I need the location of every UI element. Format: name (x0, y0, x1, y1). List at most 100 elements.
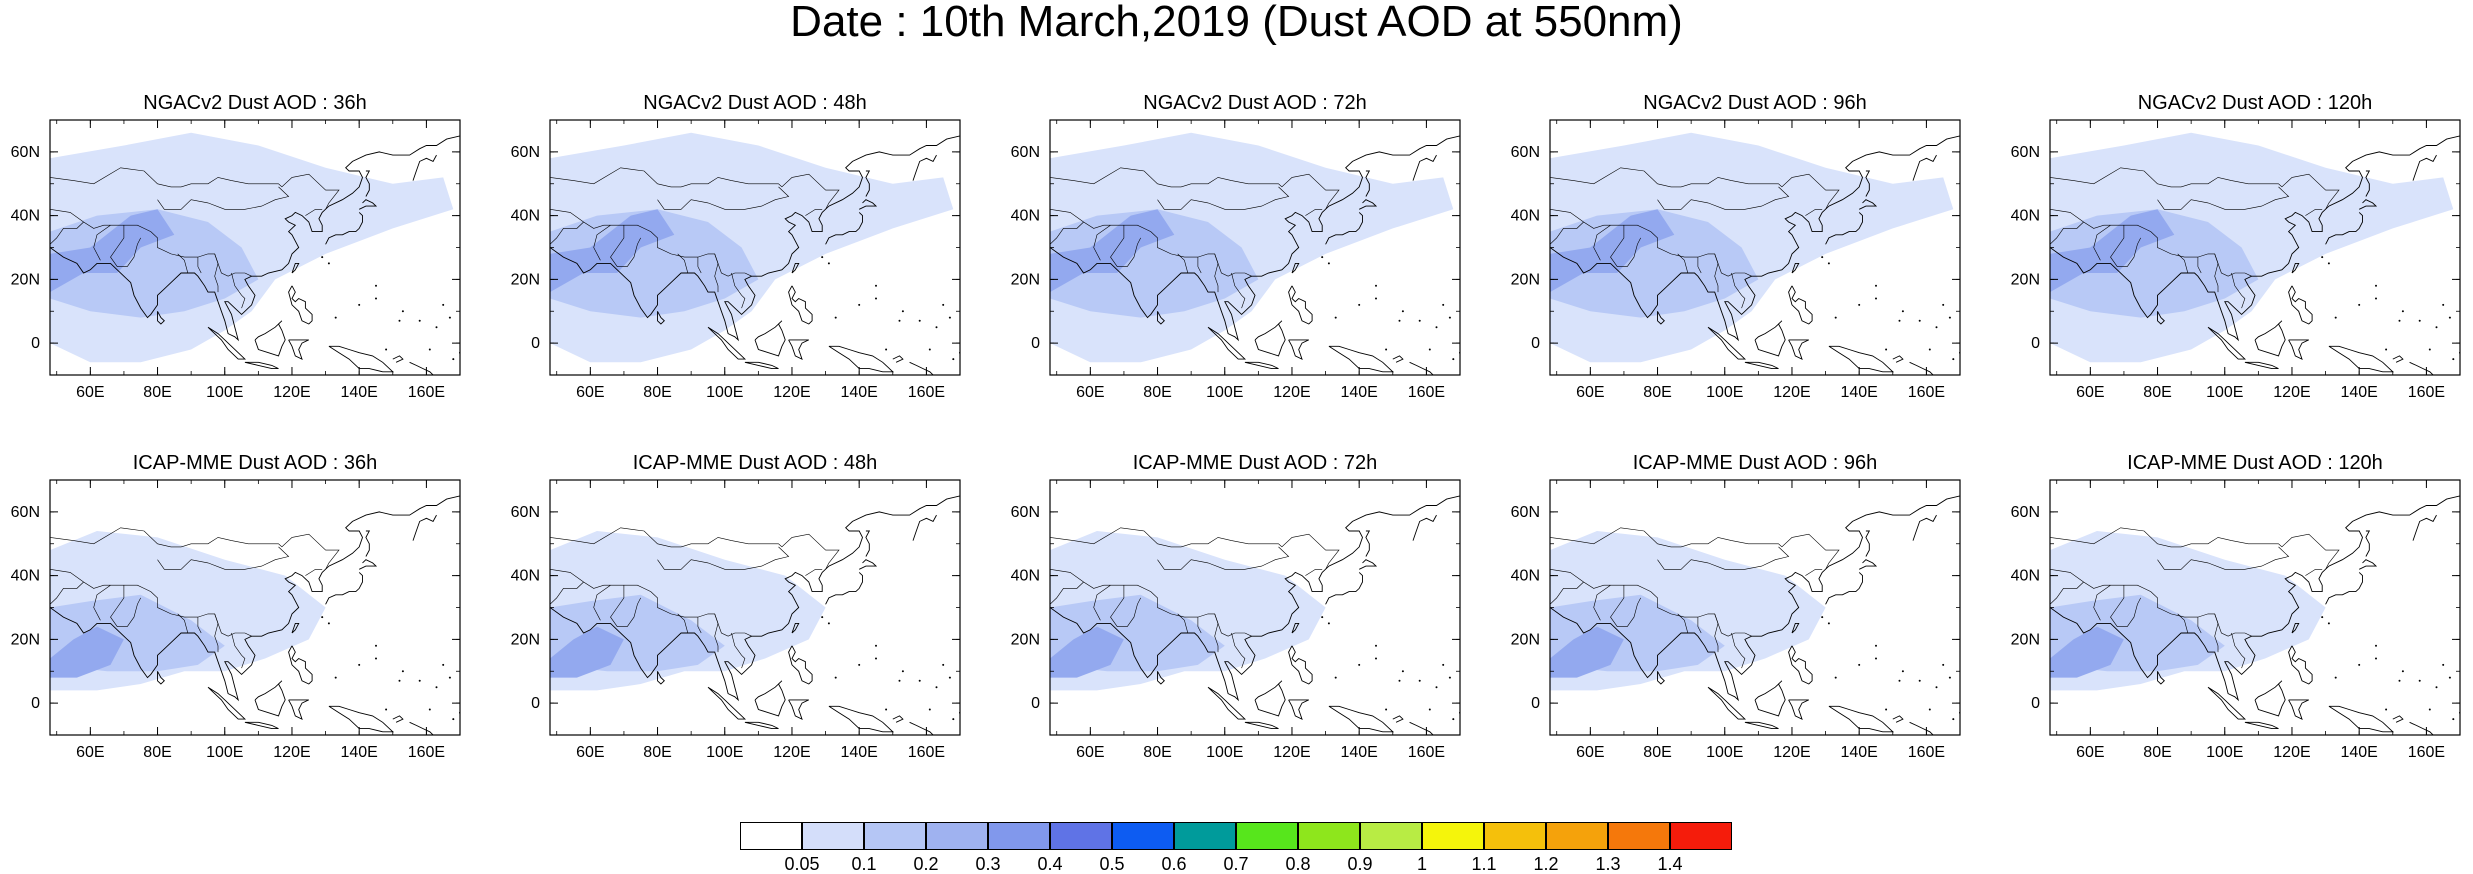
coastline (1892, 715, 1904, 723)
country-border (197, 617, 202, 634)
country-border (1731, 632, 1746, 669)
lon-tick-label: 60E (2076, 384, 2104, 401)
country-border (1805, 569, 1823, 576)
colorbar-swatch (1484, 822, 1546, 850)
country-border (1731, 272, 1746, 309)
country-border (550, 209, 752, 277)
island-dot (1821, 616, 1824, 619)
island-dot (2321, 616, 2324, 619)
island-dot (1952, 358, 1955, 361)
panel-title: ICAP-MME Dust AOD : 120h (2127, 452, 2383, 474)
island-dot (1442, 663, 1445, 666)
colorbar-label: 0.4 (1037, 854, 1063, 874)
coastline (825, 572, 863, 605)
island-dot (1875, 284, 1877, 287)
coastline (1859, 559, 1878, 570)
island-dot (2398, 319, 2401, 322)
panel-title: NGACv2 Dust AOD : 36h (143, 92, 367, 114)
country-border (2177, 253, 2189, 274)
island-dot (375, 297, 377, 300)
country-border (110, 585, 141, 627)
colorbar-swatch (740, 822, 802, 850)
island-dot (375, 644, 377, 647)
island-dot (821, 616, 824, 619)
lon-tick-label: 60E (1076, 384, 1104, 401)
island-dot (948, 316, 951, 319)
island-dot (858, 663, 861, 666)
lon-tick-label: 80E (643, 384, 671, 401)
dust-aod-map: 60E 80E 100E 120E 140E 160E 60N 40N 20N 0 (1511, 119, 1961, 401)
lon-tick-label: 160E (1408, 384, 1445, 401)
coastline (291, 622, 300, 634)
island-dot (1375, 284, 1377, 287)
coastline (2365, 530, 2371, 557)
coastline (1754, 680, 1786, 717)
island-dot (1885, 348, 1888, 351)
island-dot (1385, 348, 1388, 351)
lon-tick-label: 60E (1576, 744, 1604, 761)
country-border (2050, 527, 2340, 570)
island-dot (1466, 699, 1468, 701)
island-dot (2385, 348, 2388, 351)
country-border (93, 224, 111, 261)
lon-tick-label: 100E (1706, 384, 1743, 401)
coastline (657, 311, 665, 325)
island-dot (834, 676, 837, 679)
country-border (2093, 224, 2111, 261)
island-dot (1821, 256, 1824, 259)
island-dot (2466, 699, 2468, 701)
lon-tick-label: 80E (1143, 744, 1171, 761)
lon-tick-label: 100E (2206, 744, 2243, 761)
dust-shading (2050, 209, 2175, 293)
island-dot (1918, 319, 1921, 322)
island-dot (2448, 316, 2451, 319)
dust-aod-map: 60E 80E 100E 120E 140E 160E 60N 40N 20N 0 (11, 119, 461, 401)
country-border (2110, 585, 2141, 627)
island-dot (935, 686, 938, 689)
country-border (731, 632, 746, 669)
lon-tick-label: 80E (2143, 384, 2171, 401)
country-border (1177, 613, 1189, 634)
lon-tick-label: 60E (576, 384, 604, 401)
lat-tick-label: 0 (2031, 335, 2040, 352)
island-dot (442, 663, 445, 666)
island-dot (1401, 670, 1404, 673)
coastline (2412, 154, 2437, 181)
dust-shading (550, 626, 624, 678)
coastline (288, 285, 313, 325)
island-dot (1901, 670, 1904, 673)
island-dot (1448, 676, 1451, 679)
island-dot (327, 622, 330, 625)
coastline (359, 559, 378, 570)
coastline (1365, 530, 1371, 557)
country-border (1197, 257, 1202, 274)
country-border (1550, 209, 1752, 277)
coastline (909, 361, 934, 375)
coastline (865, 530, 871, 557)
coastline (2392, 355, 2404, 363)
coastline (409, 721, 434, 735)
island-dot (1962, 320, 1964, 322)
island-dot (827, 262, 830, 265)
country-border (1657, 546, 1790, 570)
coastline (1365, 170, 1371, 197)
coastline (788, 699, 809, 720)
country-border (1714, 613, 1719, 653)
island-dot (1935, 686, 1938, 689)
island-dot (1327, 262, 1330, 265)
island-dot (966, 699, 968, 701)
island-dot (2428, 348, 2431, 351)
coastline (1825, 212, 1863, 245)
coastline (2157, 671, 2165, 685)
colorbar-label: 0.1 (851, 854, 877, 874)
coastline (744, 721, 779, 730)
country-border (593, 224, 611, 261)
country-border (1305, 569, 1323, 576)
island-dot (1428, 708, 1431, 711)
coastline (1912, 154, 1937, 181)
island-dot (875, 297, 877, 300)
colorbar-swatch (1360, 822, 1422, 850)
lon-tick-label: 120E (2273, 744, 2310, 761)
coastline (392, 355, 404, 363)
lon-tick-label: 160E (1908, 744, 1945, 761)
